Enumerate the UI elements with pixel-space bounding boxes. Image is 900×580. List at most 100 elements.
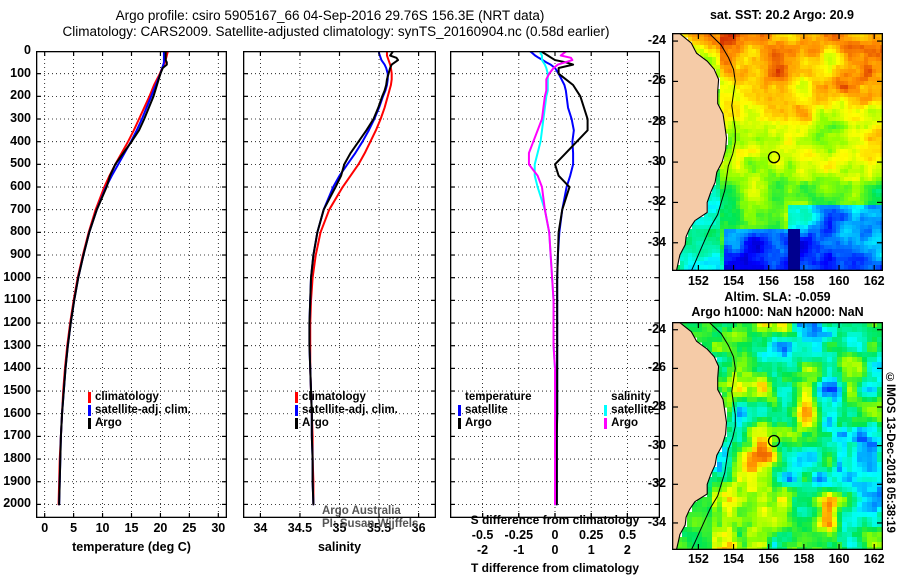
legend-item-satellite-adj: satellite-adj. clim. — [88, 404, 191, 417]
legend-swatch-temperature-satellite — [458, 405, 461, 416]
sla-map-title-line2: Argo h1000: NaN h2000: NaN — [691, 305, 864, 319]
legend-label-satellite-adj-salinity: satellite-adj. clim. — [302, 404, 398, 416]
legend-item-salinity-argo: Argo — [604, 417, 654, 430]
axis-tick-label: 1700 — [3, 428, 31, 443]
legend-item-temperature-argo: Argo — [458, 417, 531, 430]
map-lat-tick-label: -26 — [647, 73, 666, 88]
map-lon-tick-label: 154 — [723, 552, 744, 566]
axis-tick-label: 1000 — [3, 269, 31, 284]
salinity-axis-label: salinity — [317, 540, 362, 554]
map-lat-tick-label: -30 — [647, 437, 666, 452]
legend-label-climatology: climatology — [95, 391, 159, 403]
map-lon-tick-label: 160 — [828, 274, 850, 288]
difference-legend: temperature satellite Argo salinity sate… — [458, 391, 654, 430]
axis-tick-label: -2 — [477, 543, 489, 557]
legend-label-argo-salinity: Argo — [302, 417, 329, 429]
legend-swatch-climatology-salinity — [295, 392, 298, 403]
map-lat-tick-label: -28 — [647, 113, 666, 128]
axis-tick-label: 0.5 — [618, 528, 637, 542]
legend-header-salinity-label: salinity — [611, 391, 651, 403]
legend-swatch-climatology — [88, 392, 91, 403]
legend-header-temperature-label: temperature — [465, 391, 532, 403]
axis-tick-label: 300 — [10, 111, 31, 125]
sst-map-panel — [672, 33, 883, 271]
map-lon-tick-label: 156 — [758, 552, 780, 566]
axis-tick-label: 20 — [153, 521, 168, 535]
axis-tick-label: 1500 — [3, 383, 31, 398]
axis-tick-label: 0 — [551, 528, 559, 542]
legend-label-salinity-satellite: satellite — [611, 404, 654, 416]
legend-swatch-salinity-satellite — [604, 405, 608, 416]
axis-tick-label: 1600 — [3, 405, 31, 420]
map-lat-tick-label: -32 — [647, 476, 666, 491]
map-lat-tick-label: -32 — [647, 194, 666, 209]
axis-tick-label: 15 — [124, 521, 139, 535]
sla-map-lon-ticks: 152 154 156 158 160 162 — [672, 552, 885, 568]
temperature-axis-label: temperature (deg C) — [72, 540, 191, 554]
legend-swatch-temperature-argo — [458, 418, 461, 429]
legend-item-satellite-adj-salinity: satellite-adj. clim. — [295, 404, 398, 417]
sla-map-panel — [672, 322, 883, 550]
axis-tick-label: -1 — [513, 543, 525, 557]
temperature-profile-panel — [36, 51, 227, 518]
map-lon-tick-label: 156 — [758, 274, 780, 288]
axis-tick-label: 500 — [10, 156, 31, 171]
legend-label-salinity-argo: Argo — [611, 417, 639, 429]
legend-item-argo-salinity: Argo — [295, 417, 398, 430]
sst-map-title: sat. SST: 20.2 Argo: 20.9 — [709, 8, 855, 22]
map-lon-tick-label: 152 — [687, 274, 709, 288]
temperature-legend: climatology satellite-adj. clim. Argo — [88, 391, 191, 430]
axis-tick-label: 0.25 — [579, 528, 604, 542]
axis-tick-label: 30 — [211, 521, 226, 535]
axis-tick-label: 700 — [10, 201, 31, 216]
axis-tick-label: 1400 — [3, 360, 31, 375]
difference-legend-temperature-column: temperature satellite Argo — [458, 391, 531, 430]
axis-tick-label: 2000 — [3, 496, 31, 511]
axis-tick-label: 0 — [551, 543, 559, 557]
temperature-y-axis-ticks: 0 100 200 300 400 500 600 700 800 900 1000 1100 1200… — [0, 43, 33, 518]
salinity-legend: climatology satellite-adj. clim. Argo — [295, 391, 398, 430]
map-lon-tick-label: 158 — [793, 274, 815, 288]
axis-tick-label: 1300 — [3, 337, 31, 352]
axis-tick-label: 1200 — [3, 315, 31, 330]
legend-item-temperature-satellite: satellite — [458, 404, 531, 417]
legend-swatch-satellite-adj — [88, 405, 91, 416]
legend-label-climatology-salinity: climatology — [302, 391, 366, 403]
map-lat-tick-label: -30 — [647, 154, 666, 169]
temperature-x-axis-ticks: 0 5 10 15 20 25 30 — [36, 521, 227, 537]
difference-legend-salinity-column: salinity satellite Argo — [604, 391, 654, 430]
axis-tick-label: 800 — [10, 224, 31, 239]
map-lon-tick-label: 162 — [863, 274, 885, 288]
axis-tick-label: 400 — [10, 133, 31, 148]
legend-swatch-argo — [88, 418, 91, 429]
axis-tick-label: 1900 — [3, 473, 31, 488]
temperature-difference-ticks: -2 -1 0 1 2 — [450, 543, 660, 557]
difference-profile-plot — [450, 51, 660, 518]
axis-tick-label: 100 — [10, 65, 31, 80]
map-lon-tick-label: 152 — [687, 552, 709, 566]
map-lat-tick-label: -24 — [647, 33, 666, 48]
axis-tick-label: 200 — [10, 88, 31, 103]
axis-tick-label: 0 — [41, 521, 49, 535]
salinity-difference-axis-label: S difference from climatology — [470, 513, 640, 527]
salinity-x-axis-ticks: 34 34.5 35 35.5 36 — [243, 521, 436, 537]
axis-tick-label: 900 — [10, 247, 31, 262]
legend-item-climatology-salinity: climatology — [295, 391, 398, 404]
legend-label-temperature-satellite: satellite — [465, 404, 508, 416]
legend-item-argo: Argo — [88, 417, 191, 430]
axis-tick-label: 36 — [411, 521, 426, 535]
axis-tick-label: 34.5 — [287, 521, 313, 535]
axis-tick-label: 2 — [623, 543, 631, 557]
pi-annotation: PI: Susan Wijffels — [322, 518, 419, 530]
map-lon-tick-label: 154 — [723, 274, 744, 288]
axis-tick-label: 34 — [253, 521, 268, 535]
temperature-profile-plot — [36, 51, 227, 518]
legend-label-argo: Argo — [95, 417, 122, 429]
axis-tick-label: 1 — [587, 543, 595, 557]
sst-map-lat-ticks: -24 -26 -28 -30 -32 -34 — [638, 33, 669, 271]
map-lon-tick-label: 158 — [793, 552, 815, 566]
map-lat-tick-label: -24 — [647, 321, 666, 336]
axis-tick-label: -0.25 — [504, 528, 534, 542]
sst-map-plot — [672, 33, 883, 271]
axis-tick-label: 1800 — [3, 451, 31, 466]
